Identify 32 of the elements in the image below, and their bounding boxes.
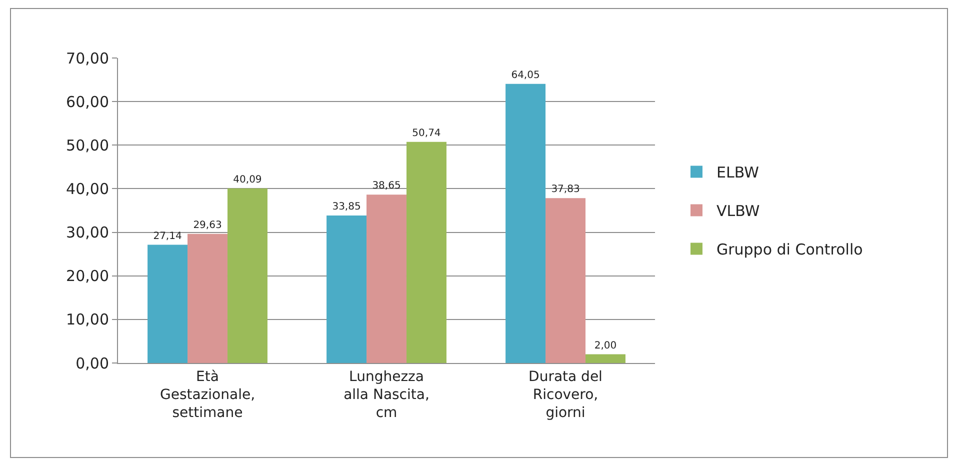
y-tick-label: 10,00 [66, 310, 109, 329]
bar [585, 354, 626, 363]
bar [406, 142, 446, 363]
data-label: 38,65 [372, 180, 401, 192]
y-tick-label: 0,00 [76, 354, 109, 372]
y-tick-label: 20,00 [66, 267, 109, 286]
y-tick-label: 30,00 [66, 224, 109, 242]
bar [148, 244, 188, 363]
data-label: 33,85 [332, 202, 361, 213]
data-label: 37,83 [551, 184, 580, 196]
data-label: 2,00 [594, 340, 617, 352]
y-tick-label: 40,00 [66, 180, 109, 198]
data-label: 64,05 [511, 70, 540, 81]
bar [546, 198, 586, 363]
legend-label: Gruppo di Controllo [716, 240, 863, 259]
bar [506, 84, 546, 363]
y-tick-label: 50,00 [66, 136, 109, 154]
legend-label: ELBW [716, 164, 760, 182]
x-tick-label: Lunghezza alla Nascita, cm [344, 368, 430, 422]
legend-label: VLBW [716, 202, 760, 220]
bar [366, 194, 406, 363]
data-label: 27,14 [153, 230, 182, 242]
bar [188, 234, 228, 363]
y-tick-label: 70,00 [66, 49, 109, 68]
bar [326, 216, 367, 363]
data-label: 40,09 [233, 174, 262, 186]
x-tick-label: Durata del Ricovero, giorni [528, 368, 602, 422]
data-label: 29,63 [193, 220, 222, 231]
data-label: 50,74 [412, 128, 441, 139]
x-tick-label: Età Gestazionale, settimane [160, 368, 256, 422]
bar [227, 188, 268, 363]
y-tick-label: 60,00 [66, 92, 109, 111]
